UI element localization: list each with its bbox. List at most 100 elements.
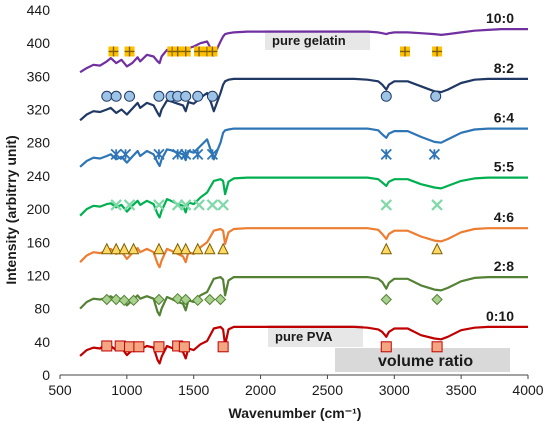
annotation-pure-pva: pure PVA [275,329,333,344]
data-point-marker [124,90,136,102]
data-point-marker [101,293,113,306]
data-point-marker [118,242,130,255]
data-point-marker [171,292,184,305]
data-point-marker [108,46,119,57]
data-point-marker [127,294,140,307]
data-point-marker [399,46,410,57]
data-point-marker [193,199,205,211]
data-point-marker [124,46,135,57]
data-point-marker [206,199,219,211]
data-point-marker [100,242,113,255]
marker-stroke [110,199,122,211]
data-point-marker [133,341,145,353]
x-tick-label: 2500 [312,382,343,398]
series-line-5-5 [79,176,528,219]
data-point-marker [380,242,393,255]
marker-stroke [431,199,443,211]
plot-area [79,28,528,365]
y-tick-label: 120 [27,267,51,283]
data-point-marker [118,294,130,307]
data-point-marker [110,199,122,211]
marker-stroke [179,199,192,211]
y-tick-label: 160 [27,234,51,250]
annotation-volume-ratio: volume ratio [378,353,473,370]
data-point-marker [153,341,165,353]
marker-stroke [153,199,165,211]
x-tick-label: 500 [48,382,72,398]
data-point-marker [192,148,204,160]
data-point-marker [178,341,190,353]
data-point-marker [101,90,113,102]
y-tick-label: 0 [42,367,50,383]
y-axis-title: Intensity (arbitrry unit) [3,135,19,284]
y-tick-label: 80 [34,301,50,317]
data-point-marker [153,293,165,306]
x-tick-label: 3000 [379,382,410,398]
series-4-6 [79,227,528,269]
x-tick-label: 1500 [178,382,209,398]
data-point-marker [124,341,136,353]
data-point-marker [431,199,443,211]
data-point-marker [179,199,192,211]
data-point-marker [127,242,140,255]
pure-gelatin-label-bg [265,30,370,50]
data-point-marker [110,293,122,306]
series-ratio-labels: 0:10 2:8 4:6 5:5 6:4 8:2 10:0 [486,10,514,324]
data-point-marker [204,293,216,306]
data-point-marker [380,293,392,306]
y-tick-label: 240 [27,168,51,184]
data-point-marker [192,90,204,102]
ratio-label-6-4: 6:4 [494,110,514,126]
data-point-marker [206,90,218,102]
data-point-marker [180,90,192,102]
marker-stroke [123,199,136,211]
x-axis-title: Wavenumber (cm⁻¹) [229,405,362,421]
pure-pva-label-bg [268,325,363,347]
data-point-marker [217,341,229,353]
series-5-5 [79,176,528,219]
marker-stroke [217,199,229,211]
data-point-marker [119,148,132,160]
y-tick-label: 200 [27,201,51,217]
volume-ratio-label-bg [335,348,510,372]
data-point-marker [123,199,136,211]
x-tick-label: 1000 [111,382,142,398]
data-point-marker [153,148,165,160]
annotation-pure-gelatin: pure gelatin [272,33,346,48]
data-point-marker [192,294,204,307]
data-point-marker [430,90,442,102]
data-point-marker [179,293,192,306]
y-tick-label: 360 [27,68,51,84]
series-8-2 [79,77,528,122]
data-point-marker [180,46,191,57]
data-point-marker [179,242,192,255]
data-point-marker [110,242,122,255]
data-point-marker [217,199,229,211]
y-tick-label: 280 [27,135,51,151]
data-point-marker [191,242,204,255]
data-point-marker [214,293,227,306]
series-10-0 [79,28,528,74]
data-point-marker [180,148,192,160]
data-point-marker [432,46,443,57]
series-2-8 [79,276,528,317]
data-point-marker [431,242,443,255]
y-tick-label: 40 [34,334,50,350]
ratio-label-8-2: 8:2 [494,60,514,76]
marker-stroke [206,199,219,211]
data-point-marker [110,148,122,160]
data-point-marker [380,341,392,353]
series-line-6-4 [79,127,528,168]
data-point-marker [431,341,443,353]
y-tick-label: 440 [27,2,51,18]
ratio-label-0-10: 0:10 [486,308,514,324]
series-6-4 [79,127,528,168]
ratio-label-5-5: 5:5 [494,159,514,175]
series-0-10 [79,325,528,365]
y-axis-ticks: 0 40 80 120 160 200 240 280 320 360 400 440 [27,2,51,383]
marker-stroke [380,199,393,211]
data-point-marker [203,242,216,255]
data-point-marker [217,242,229,255]
series-line-10-0 [79,28,528,74]
